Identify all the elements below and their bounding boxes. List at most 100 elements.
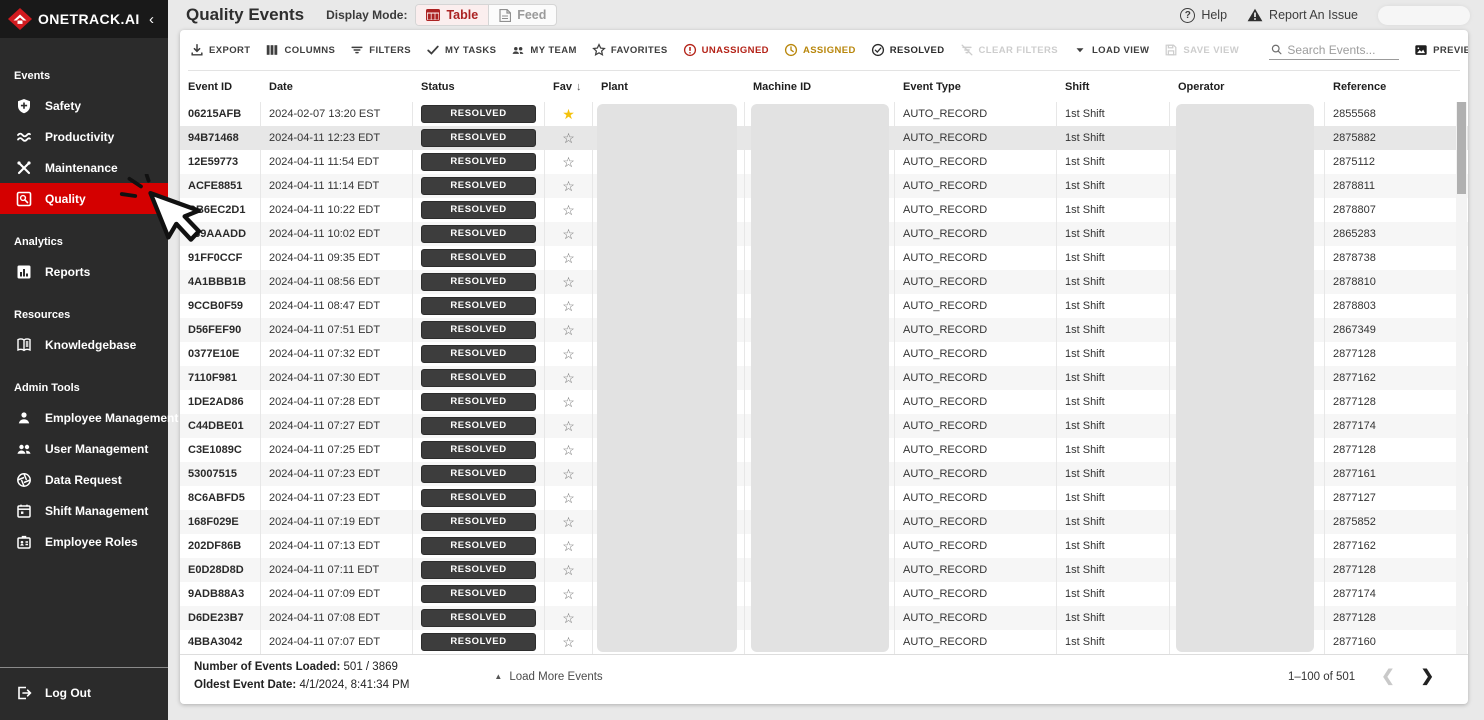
- status-badge[interactable]: RESOLVED: [421, 249, 536, 267]
- status-badge[interactable]: RESOLVED: [421, 321, 536, 339]
- scrollbar-thumb[interactable]: [1457, 102, 1466, 194]
- col-header-event-id[interactable]: Event ID: [188, 80, 233, 93]
- favorite-star-icon[interactable]: ☆: [562, 370, 575, 386]
- sidebar-item-logout[interactable]: Log Out: [0, 676, 168, 710]
- next-page-button[interactable]: ❯: [1420, 667, 1434, 685]
- resolved-filter-button[interactable]: RESOLVED: [871, 43, 945, 57]
- favorite-star-icon[interactable]: ☆: [562, 610, 575, 626]
- favorite-star-icon[interactable]: ☆: [562, 274, 575, 290]
- favorite-star-icon[interactable]: ☆: [562, 154, 575, 170]
- save-view-button[interactable]: SAVE VIEW: [1164, 43, 1239, 57]
- col-header-plant[interactable]: Plant: [601, 80, 628, 93]
- favorite-star-icon[interactable]: ☆: [562, 178, 575, 194]
- fav-cell: ☆: [545, 222, 593, 246]
- status-badge[interactable]: RESOLVED: [421, 153, 536, 171]
- col-header-fav[interactable]: Fav ↓: [553, 80, 582, 93]
- favorite-star-icon[interactable]: ☆: [562, 250, 575, 266]
- status-badge[interactable]: RESOLVED: [421, 369, 536, 387]
- col-header-machine-id[interactable]: Machine ID: [753, 80, 812, 93]
- status-badge[interactable]: RESOLVED: [421, 105, 536, 123]
- filter-icon: [351, 46, 363, 54]
- display-mode-table-button[interactable]: Table: [416, 5, 490, 25]
- sidebar-item-safety[interactable]: Safety: [0, 90, 168, 121]
- col-header-operator[interactable]: Operator: [1178, 80, 1225, 93]
- filters-button[interactable]: FILTERS: [350, 43, 411, 57]
- favorite-star-icon[interactable]: ☆: [562, 490, 575, 506]
- user-name-redacted[interactable]: [1378, 5, 1470, 25]
- unassigned-filter-button[interactable]: UNASSIGNED: [683, 43, 769, 57]
- sidebar-item-data-request[interactable]: Data Request: [0, 464, 168, 495]
- report-issue-button[interactable]: Report An Issue: [1247, 8, 1358, 22]
- favorite-star-icon[interactable]: ☆: [562, 394, 575, 410]
- status-badge[interactable]: RESOLVED: [421, 585, 536, 603]
- shift-cell: 1st Shift: [1057, 534, 1170, 558]
- col-header-status[interactable]: Status: [421, 80, 455, 93]
- favorite-star-icon[interactable]: ☆: [562, 538, 575, 554]
- col-header-date[interactable]: Date: [269, 80, 293, 93]
- status-badge[interactable]: RESOLVED: [421, 129, 536, 147]
- status-badge[interactable]: RESOLVED: [421, 537, 536, 555]
- favorite-star-icon[interactable]: ☆: [562, 514, 575, 530]
- plant-cell: [593, 510, 745, 534]
- sidebar-item-knowledgebase[interactable]: Knowledgebase: [0, 329, 168, 360]
- sidebar-item-quality[interactable]: Quality: [0, 183, 168, 214]
- favorite-star-icon[interactable]: ☆: [562, 466, 575, 482]
- favorite-star-icon[interactable]: ☆: [562, 418, 575, 434]
- sidebar-item-reports[interactable]: Reports: [0, 256, 168, 287]
- status-badge[interactable]: RESOLVED: [421, 417, 536, 435]
- col-header-event-type[interactable]: Event Type: [903, 80, 961, 93]
- export-label: EXPORT: [209, 44, 251, 56]
- sidebar-item-employee-management[interactable]: Employee Management: [0, 402, 178, 433]
- status-badge[interactable]: RESOLVED: [421, 465, 536, 483]
- assigned-filter-button[interactable]: ASSIGNED: [784, 43, 856, 57]
- favorite-star-icon[interactable]: ☆: [562, 634, 575, 650]
- status-badge[interactable]: RESOLVED: [421, 489, 536, 507]
- col-header-shift[interactable]: Shift: [1065, 80, 1090, 93]
- favorite-star-icon[interactable]: ☆: [562, 586, 575, 602]
- status-badge[interactable]: RESOLVED: [421, 393, 536, 411]
- export-button[interactable]: EXPORT: [190, 43, 250, 57]
- favorite-star-icon[interactable]: ☆: [562, 130, 575, 146]
- status-badge[interactable]: RESOLVED: [421, 441, 536, 459]
- sidebar-item-maintenance[interactable]: Maintenance: [0, 152, 168, 183]
- status-badge[interactable]: RESOLVED: [421, 345, 536, 363]
- clear-filters-button[interactable]: CLEAR FILTERS: [960, 43, 1058, 57]
- sidebar-item-productivity[interactable]: Productivity: [0, 121, 168, 152]
- favorite-star-icon[interactable]: ★: [562, 106, 575, 122]
- search-events-input[interactable]: [1287, 42, 1398, 57]
- machine-id-cell: [745, 222, 895, 246]
- load-more-events-button[interactable]: ▲ Load More Events: [494, 671, 602, 683]
- sidebar-collapse-icon[interactable]: ‹: [149, 10, 154, 28]
- favorite-star-icon[interactable]: ☆: [562, 442, 575, 458]
- favorite-star-icon[interactable]: ☆: [562, 226, 575, 242]
- status-badge[interactable]: RESOLVED: [421, 609, 536, 627]
- my-tasks-button[interactable]: MY TASKS: [426, 43, 496, 57]
- favorite-star-icon[interactable]: ☆: [562, 562, 575, 578]
- status-badge[interactable]: RESOLVED: [421, 177, 536, 195]
- favorite-star-icon[interactable]: ☆: [562, 346, 575, 362]
- prev-page-button[interactable]: ❮: [1381, 667, 1395, 685]
- status-badge[interactable]: RESOLVED: [421, 561, 536, 579]
- col-header-reference[interactable]: Reference: [1333, 80, 1387, 93]
- favorite-star-icon[interactable]: ☆: [562, 322, 575, 338]
- status-cell: RESOLVED: [413, 174, 545, 198]
- fav-cell: ☆: [545, 294, 593, 318]
- sidebar-item-shift-management[interactable]: Shift Management: [0, 495, 168, 526]
- favorite-star-icon[interactable]: ☆: [562, 202, 575, 218]
- status-badge[interactable]: RESOLVED: [421, 633, 536, 651]
- my-team-button[interactable]: MY TEAM: [511, 43, 576, 57]
- previews-button[interactable]: PREVIEWS: [1414, 43, 1468, 57]
- status-badge[interactable]: RESOLVED: [421, 273, 536, 291]
- favorite-star-icon[interactable]: ☆: [562, 298, 575, 314]
- help-button[interactable]: ? Help: [1180, 7, 1227, 23]
- favorites-button[interactable]: FAVORITES: [592, 43, 668, 57]
- status-badge[interactable]: RESOLVED: [421, 297, 536, 315]
- status-badge[interactable]: RESOLVED: [421, 225, 536, 243]
- status-badge[interactable]: RESOLVED: [421, 201, 536, 219]
- display-mode-feed-button[interactable]: Feed: [489, 5, 556, 25]
- sidebar-item-employee-roles[interactable]: Employee Roles: [0, 526, 168, 557]
- load-view-button[interactable]: LOAD VIEW: [1073, 43, 1149, 57]
- columns-button[interactable]: COLUMNS: [265, 43, 335, 57]
- sidebar-item-user-management[interactable]: User Management: [0, 433, 168, 464]
- status-badge[interactable]: RESOLVED: [421, 513, 536, 531]
